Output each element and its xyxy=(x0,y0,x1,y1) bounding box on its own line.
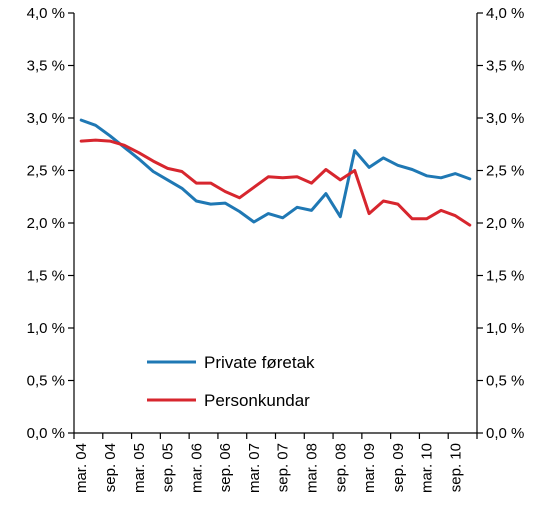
y-tick-label-right: 0,5 % xyxy=(486,373,524,390)
legend-label-private-foretak: Private føretak xyxy=(204,353,315,372)
y-tick-label-left: 4,0 % xyxy=(27,5,65,22)
y-tick-label-right: 2,0 % xyxy=(486,215,524,232)
series-line-personkundar xyxy=(79,138,472,227)
x-tick-label: sep. 05 xyxy=(160,443,177,492)
x-tick-label: sep. 06 xyxy=(217,443,234,492)
y-tick-label-left: 2,5 % xyxy=(27,163,65,180)
x-tick-label: mar. 06 xyxy=(188,443,205,493)
y-tick-label-right: 2,5 % xyxy=(486,163,524,180)
x-ticks: mar. 04 sep. 04 mar. 05 sep. 05 mar. 06 sep. … xyxy=(73,433,478,493)
series-lines xyxy=(79,118,472,227)
y-tick-label-right: 1,5 % xyxy=(486,268,524,285)
x-tick-label: mar. 09 xyxy=(361,443,378,493)
y-tick-label-left: 0,5 % xyxy=(27,373,65,390)
y-tick-label-right: 3,0 % xyxy=(486,110,524,127)
y-tick-label-left: 0,0 % xyxy=(27,425,65,442)
x-tick-label: sep. 09 xyxy=(390,443,407,492)
y-tick-label-left: 2,0 % xyxy=(27,215,65,232)
x-tick-label: sep. 04 xyxy=(102,443,119,492)
legend-label-personkundar: Personkundar xyxy=(204,391,310,410)
x-tick-label: mar. 04 xyxy=(73,443,90,493)
y-tick-label-left: 3,5 % xyxy=(27,58,65,75)
y-tick-label-left: 3,0 % xyxy=(27,110,65,127)
x-tick-label: mar. 08 xyxy=(303,443,320,493)
x-tick-label: mar. 05 xyxy=(131,443,148,493)
x-tick-label: sep. 08 xyxy=(332,443,349,492)
x-tick-label: mar. 07 xyxy=(246,443,263,493)
y-tick-label-right: 0,0 % xyxy=(486,425,524,442)
y-tick-label-left: 1,0 % xyxy=(27,320,65,337)
x-tick-label: sep. 10 xyxy=(447,443,464,492)
y-tick-label-right: 3,5 % xyxy=(486,58,524,75)
right-y-ticks: 0,0 % 0,5 % 1,0 % 1,5 % 2,0 % 2,5 % 3,0 % 3,5 %… xyxy=(477,5,524,442)
y-tick-label-right: 1,0 % xyxy=(486,320,524,337)
y-tick-label-left: 1,5 % xyxy=(27,268,65,285)
x-tick-label: mar. 10 xyxy=(419,443,436,493)
left-y-ticks: 0,0 % 0,5 % 1,0 % 1,5 % 2,0 % 2,5 % 3,0 % 3,5 %… xyxy=(27,5,74,442)
x-tick-label: sep. 07 xyxy=(275,443,292,492)
series-line-private-foretak xyxy=(79,118,472,224)
legend: Private føretak Personkundar xyxy=(147,353,315,410)
y-tick-label-right: 4,0 % xyxy=(486,5,524,22)
